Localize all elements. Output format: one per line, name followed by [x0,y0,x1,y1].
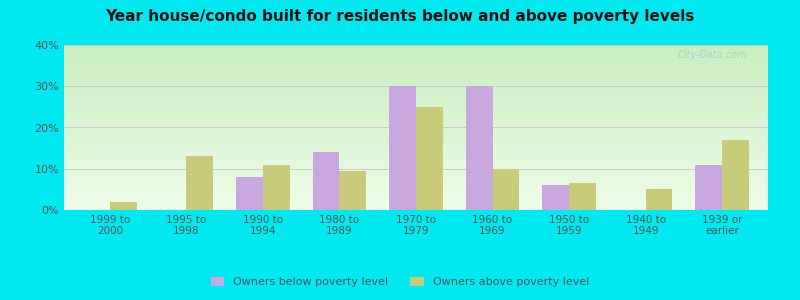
Bar [186,156,214,210]
Bar [542,185,569,210]
Bar [313,152,339,210]
Bar [695,165,722,210]
Bar [493,169,519,210]
Bar [646,189,672,210]
Bar [416,107,442,210]
Bar [390,86,416,210]
Bar [722,140,749,210]
Bar [569,183,596,210]
Bar [339,171,366,210]
Bar [110,202,137,210]
Bar [236,177,263,210]
Legend: Owners below poverty level, Owners above poverty level: Owners below poverty level, Owners above… [206,272,594,291]
Text: Year house/condo built for residents below and above poverty levels: Year house/condo built for residents bel… [106,9,694,24]
Bar [263,165,290,210]
Bar [466,86,493,210]
Text: City-Data.com: City-Data.com [678,50,747,60]
